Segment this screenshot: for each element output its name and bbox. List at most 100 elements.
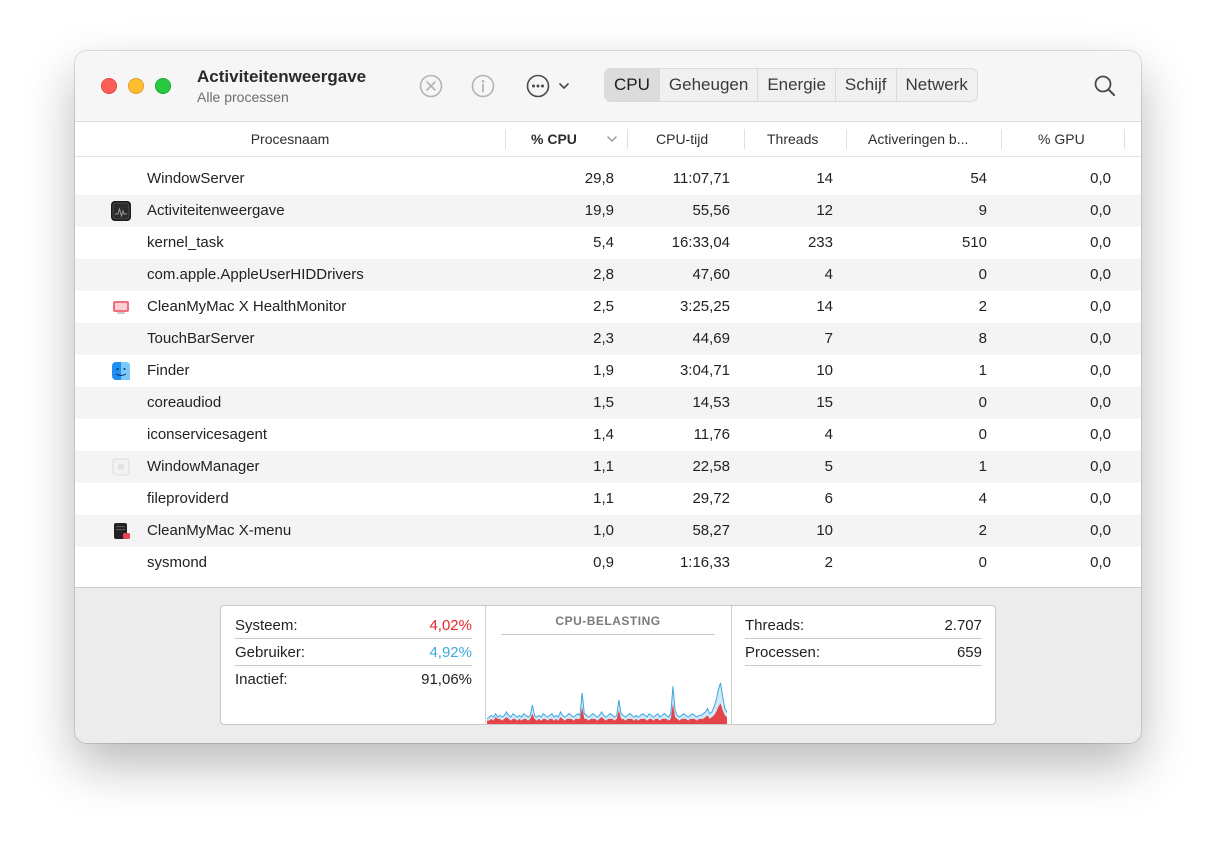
process-name: iconservicesagent	[147, 426, 268, 443]
process-gpu: 0,0	[1090, 554, 1111, 571]
process-threads: 4	[824, 266, 833, 283]
column-gpu[interactable]: % GPU	[1038, 131, 1085, 147]
process-threads: 12	[816, 202, 833, 219]
process-threads: 2	[824, 554, 833, 571]
idle-value: 91,06%	[421, 671, 472, 688]
process-wakeups: 8	[978, 330, 987, 347]
process-wakeups: 54	[970, 170, 987, 187]
process-cpu-time: 55,56	[692, 202, 730, 219]
table-row[interactable]: com.apple.AppleUserHIDDrivers 2,8 47,60 …	[75, 259, 1141, 291]
table-row[interactable]: coreaudiod 1,5 14,53 15 0 0,0	[75, 387, 1141, 419]
process-name: Finder	[147, 362, 190, 379]
process-wakeups: 0	[978, 266, 987, 283]
activity-monitor-window: Activiteitenweergave Alle processen	[75, 51, 1141, 743]
table-row[interactable]: kernel_task 5,4 16:33,04 233 510 0,0	[75, 227, 1141, 259]
process-threads: 14	[816, 170, 833, 187]
threads-label: Threads:	[745, 617, 805, 634]
table-row[interactable]: WindowServer 29,8 11:07,71 14 54 0,0	[75, 163, 1141, 195]
process-wakeups: 2	[978, 522, 987, 539]
info-icon[interactable]	[470, 73, 496, 99]
table-row[interactable]: fileproviderd 1,1 29,72 6 4 0,0	[75, 483, 1141, 515]
table-row[interactable]: Finder 1,9 3:04,71 10 1 0,0	[75, 355, 1141, 387]
tab-energie[interactable]: Energie	[757, 69, 835, 101]
system-value: 4,02%	[429, 617, 472, 634]
x-circle-icon[interactable]	[418, 73, 444, 99]
table-row[interactable]: Activiteitenweergave 19,9 55,56 12 9 0,0	[75, 195, 1141, 227]
column-procesnaam[interactable]: Procesnaam	[250, 131, 330, 147]
process-gpu: 0,0	[1090, 490, 1111, 507]
process-threads: 14	[816, 298, 833, 315]
table-row[interactable]: TouchBarServer 2,3 44,69 7 8 0,0	[75, 323, 1141, 355]
tab-geheugen[interactable]: Geheugen	[658, 69, 757, 101]
process-cpu-time: 22,58	[692, 458, 730, 475]
process-gpu: 0,0	[1090, 426, 1111, 443]
process-name: CleanMyMac X-menu	[147, 522, 292, 539]
process-cpu-time: 14,53	[692, 394, 730, 411]
cpu-load-panel: CPU-BELASTING	[485, 606, 732, 724]
process-threads: 15	[816, 394, 833, 411]
process-cpu-time: 29,72	[692, 490, 730, 507]
process-gpu: 0,0	[1090, 394, 1111, 411]
process-wakeups: 9	[978, 202, 987, 219]
user-value: 4,92%	[429, 644, 472, 661]
process-cpu: 1,4	[593, 426, 614, 443]
cpu-stats-box: Systeem: 4,02% Gebruiker: 4,92% Inactief…	[220, 605, 996, 725]
healthmonitor-icon	[111, 297, 131, 317]
process-gpu: 0,0	[1090, 362, 1111, 379]
process-wakeups: 510	[961, 234, 987, 251]
table-row[interactable]: WindowManager 1,1 22,58 5 1 0,0	[75, 451, 1141, 483]
user-stat: Gebruiker: 4,92%	[235, 639, 472, 666]
column-cpu[interactable]: % CPU	[531, 131, 577, 147]
process-gpu: 0,0	[1090, 330, 1111, 347]
user-load-line	[487, 682, 727, 720]
process-gpu: 0,0	[1090, 458, 1111, 475]
threads-value: 2.707	[944, 617, 982, 634]
process-threads: 4	[824, 426, 833, 443]
chart-title: CPU-BELASTING	[501, 614, 715, 635]
minimize-window-button[interactable]	[128, 78, 144, 94]
system-label: Systeem:	[235, 617, 298, 634]
process-name: sysmond	[147, 554, 208, 571]
system-load-area	[487, 703, 727, 724]
process-cpu: 2,5	[593, 298, 614, 315]
process-gpu: 0,0	[1090, 266, 1111, 283]
process-name: Activiteitenweergave	[147, 202, 285, 219]
process-wakeups: 0	[978, 554, 987, 571]
column-threads[interactable]: Threads	[767, 131, 819, 147]
window-subtitle: Alle processen	[197, 89, 289, 105]
zoom-window-button[interactable]	[155, 78, 171, 94]
tab-cpu[interactable]: CPU	[605, 69, 659, 101]
column-activeringen[interactable]: Activeringen b...	[868, 131, 969, 147]
close-window-button[interactable]	[101, 78, 117, 94]
system-stat: Systeem: 4,02%	[235, 612, 472, 639]
process-cpu: 1,1	[593, 458, 614, 475]
process-cpu-time: 3:25,25	[679, 298, 730, 315]
table-row[interactable]: CleanMyMac X HealthMonitor 2,5 3:25,25 1…	[75, 291, 1141, 323]
view-tabs: CPU Geheugen Energie Schijf Netwerk	[604, 68, 978, 102]
tab-netwerk[interactable]: Netwerk	[895, 69, 977, 101]
process-name: WindowServer	[147, 170, 245, 187]
finder-icon	[111, 361, 131, 381]
column-cpu-tijd[interactable]: CPU-tijd	[656, 131, 709, 147]
ellipsis-circle-icon[interactable]	[525, 73, 575, 99]
process-wakeups: 1	[978, 362, 987, 379]
process-list: WindowServer 29,8 11:07,71 14 54 0,0 Act…	[75, 163, 1141, 579]
table-row[interactable]: sysmond 0,9 1:16,33 2 0 0,0	[75, 547, 1141, 579]
process-wakeups: 4	[978, 490, 987, 507]
process-gpu: 0,0	[1090, 522, 1111, 539]
chevron-down-icon[interactable]	[606, 132, 618, 151]
table-row[interactable]: iconservicesagent 1,4 11,76 4 0 0,0	[75, 419, 1141, 451]
search-icon[interactable]	[1092, 73, 1118, 99]
process-wakeups: 0	[978, 394, 987, 411]
tab-schijf[interactable]: Schijf	[834, 69, 896, 101]
process-count-panel: Threads: 2.707 Processen: 659	[731, 606, 995, 724]
process-cpu-time: 58,27	[692, 522, 730, 539]
processes-stat: Processen: 659	[745, 639, 982, 666]
process-cpu-time: 16:33,04	[671, 234, 730, 251]
process-threads: 10	[816, 522, 833, 539]
process-cpu: 19,9	[584, 202, 614, 219]
user-label: Gebruiker:	[235, 644, 306, 661]
process-name: fileproviderd	[147, 490, 229, 507]
table-header: Procesnaam % CPU CPU-tijd Threads Active…	[75, 122, 1141, 157]
table-row[interactable]: CleanMyMac X-menu 1,0 58,27 10 2 0,0	[75, 515, 1141, 547]
